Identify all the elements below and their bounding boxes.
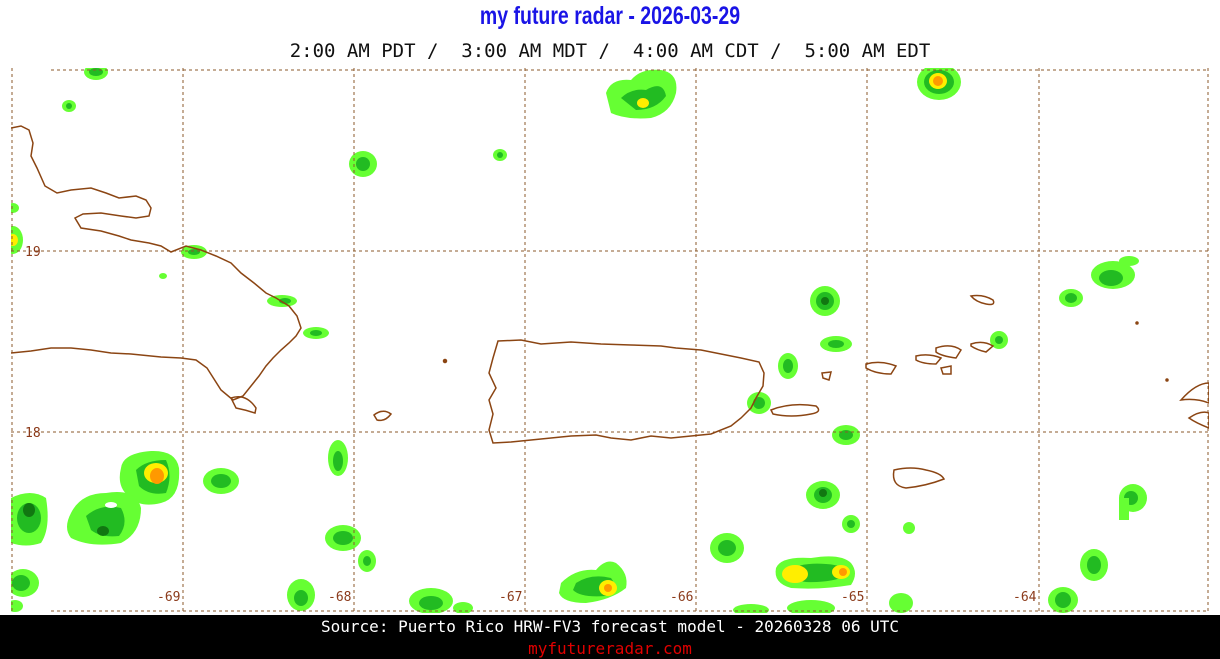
source-credit: Source: Puerto Rico HRW-FV3 forecast mod… bbox=[321, 617, 899, 636]
radar-cell bbox=[493, 149, 507, 161]
lon-label: -68 bbox=[328, 590, 351, 605]
radar-cell bbox=[287, 579, 315, 611]
radar-map-canvas: 19 18 -69 -68 -67 -66 -65 -64 bbox=[11, 68, 1209, 613]
radar-cell bbox=[606, 69, 677, 119]
lon-labels: -69 -68 -67 -66 -65 -64 bbox=[157, 590, 1037, 605]
radar-cell bbox=[747, 392, 771, 414]
radar-echoes bbox=[11, 68, 1147, 613]
lat-label: 19 bbox=[25, 245, 41, 260]
footer-bar: Source: Puerto Rico HRW-FV3 forecast mod… bbox=[0, 615, 1220, 659]
lon-label: -65 bbox=[841, 590, 864, 605]
lat-lon-grid bbox=[11, 68, 1209, 613]
radar-cell bbox=[559, 561, 627, 603]
radar-cell bbox=[903, 522, 915, 534]
radar-cell bbox=[820, 336, 852, 352]
radar-cell bbox=[990, 331, 1008, 349]
lon-label: -67 bbox=[499, 590, 522, 605]
radar-cell bbox=[11, 569, 39, 612]
radar-cell bbox=[1080, 549, 1108, 581]
radar-cell bbox=[1048, 587, 1078, 613]
radar-cell bbox=[67, 492, 141, 545]
radar-cell bbox=[1091, 256, 1139, 289]
radar-cell bbox=[778, 353, 798, 379]
radar-cell bbox=[325, 525, 376, 572]
radar-cell bbox=[203, 468, 239, 494]
radar-cell bbox=[806, 481, 840, 509]
radar-cell bbox=[99, 494, 123, 508]
radar-cell bbox=[1119, 484, 1147, 520]
radar-cell bbox=[159, 273, 167, 279]
time-zones-line: 2:00 AM PDT / 3:00 AM MDT / 4:00 AM CDT … bbox=[289, 40, 931, 62]
radar-cell bbox=[409, 588, 473, 613]
radar-cell bbox=[832, 425, 860, 445]
page-title: my future radar - 2026-03-29 bbox=[479, 2, 741, 30]
radar-cell bbox=[810, 286, 840, 316]
radar-cell bbox=[1059, 289, 1083, 307]
radar-map[interactable]: 19 18 -69 -68 -67 -66 -65 -64 bbox=[11, 68, 1209, 613]
radar-cell bbox=[11, 203, 23, 254]
lon-label: -64 bbox=[1013, 590, 1037, 605]
radar-cell bbox=[710, 533, 744, 563]
radar-cell bbox=[349, 151, 377, 177]
radar-cell bbox=[775, 556, 855, 589]
radar-cell bbox=[119, 450, 180, 505]
lat-labels: 19 18 bbox=[25, 245, 41, 441]
lon-label: -66 bbox=[670, 590, 693, 605]
lon-label: -69 bbox=[157, 590, 180, 605]
radar-cell bbox=[62, 100, 76, 112]
radar-cell bbox=[328, 440, 348, 476]
radar-cell bbox=[11, 493, 48, 546]
radar-cell bbox=[303, 327, 329, 339]
lat-label: 18 bbox=[25, 426, 41, 441]
coastlines bbox=[11, 125, 1209, 489]
radar-cell bbox=[917, 68, 961, 100]
radar-cell bbox=[842, 515, 860, 533]
radar-cell bbox=[733, 593, 913, 613]
site-link[interactable]: myfutureradar.com bbox=[528, 639, 692, 658]
